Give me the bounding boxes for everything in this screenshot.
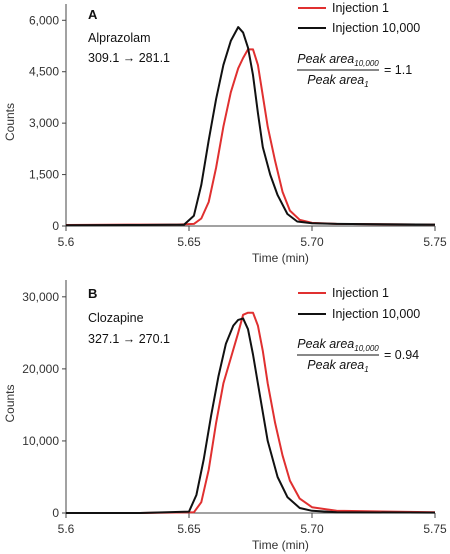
ratio-value: = 0.94 (384, 348, 419, 362)
y-tick-label: 30,000 (22, 290, 59, 304)
ratio-numerator: Peak area10,000 (297, 52, 379, 68)
series-line-injection-1 (66, 311, 436, 514)
x-tick-label: 5.75 (423, 235, 447, 249)
x-tick-label: 5.75 (423, 522, 447, 536)
legend-label: Injection 10,000 (332, 307, 420, 321)
compound-name: Alprazolam (88, 31, 151, 45)
ratio-numerator: Peak area10,000 (297, 337, 379, 353)
series-line-injection-1 (65, 48, 436, 226)
panel-label: A (88, 7, 98, 22)
y-tick-label: 0 (52, 506, 59, 520)
y-tick-label: 3,000 (29, 116, 59, 130)
y-tick-label: 4,500 (29, 65, 59, 79)
y-tick-label: 20,000 (22, 362, 59, 376)
y-tick-label: 10,000 (22, 434, 59, 448)
legend-label: Injection 1 (332, 286, 389, 300)
series-line-injection-10000 (65, 26, 436, 227)
panel-b: 0 10,000 20,000 30,000 5.6 5.65 5.70 5.75 Time (… (3, 280, 447, 552)
mrm-transition: 309.1 → 281.1 (88, 51, 170, 65)
legend-label: Injection 1 (332, 1, 389, 15)
y-tick-label: 1,500 (29, 168, 59, 182)
compound-name: Clozapine (88, 311, 144, 325)
legend-label: Injection 10,000 (332, 21, 420, 35)
panel-label: B (88, 286, 97, 301)
ratio-denominator: Peak area1 (307, 73, 368, 89)
y-tick-label: 6,000 (29, 13, 59, 27)
y-axis-label: Counts (3, 384, 17, 422)
y-axis-label: Counts (3, 103, 17, 141)
x-tick-label: 5.6 (58, 235, 75, 249)
panel-a: 0 1,500 3,000 4,500 6,000 5.6 5.65 5.70 5.75 Time… (3, 1, 447, 265)
ratio-value: = 1.1 (384, 63, 412, 77)
mrm-transition: 327.1 → 270.1 (88, 332, 170, 346)
x-axis-label: Time (min) (252, 251, 309, 265)
series-line-injection-10000 (66, 317, 436, 514)
y-tick-label: 0 (52, 219, 59, 233)
x-axis-label: Time (min) (252, 538, 309, 552)
x-tick-label: 5.6 (58, 522, 75, 536)
x-tick-label: 5.70 (300, 522, 324, 536)
x-tick-label: 5.65 (177, 235, 201, 249)
x-tick-label: 5.65 (177, 522, 201, 536)
ratio-denominator: Peak area1 (307, 358, 368, 374)
x-tick-label: 5.70 (300, 235, 324, 249)
